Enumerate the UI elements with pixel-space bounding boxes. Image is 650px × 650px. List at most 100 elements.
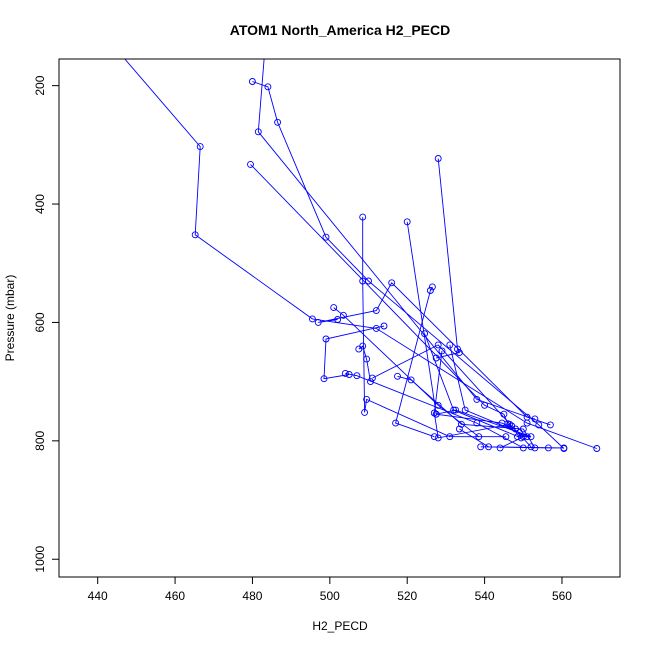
data-point bbox=[191, 231, 199, 239]
data-point bbox=[454, 345, 461, 353]
data-point bbox=[368, 374, 376, 382]
data-point bbox=[330, 304, 338, 312]
chart-title: ATOM1 North_America H2_PECD bbox=[230, 22, 450, 38]
plot-frame bbox=[58, 58, 621, 578]
profile-line bbox=[252, 81, 565, 449]
data-point bbox=[407, 376, 415, 384]
data-point bbox=[363, 395, 371, 403]
x-axis: 440 460 480 500 520 540 560 bbox=[88, 577, 572, 603]
data-point bbox=[473, 395, 481, 403]
profile-line bbox=[250, 164, 524, 438]
x-tick-label: 440 bbox=[88, 589, 108, 603]
data-point bbox=[434, 401, 442, 409]
data-point bbox=[519, 444, 527, 452]
data-point bbox=[421, 330, 429, 338]
profile-line bbox=[345, 372, 524, 449]
data-point bbox=[519, 425, 527, 433]
data-point bbox=[248, 78, 256, 85]
data-point bbox=[473, 419, 481, 427]
x-tick-label: 460 bbox=[165, 589, 185, 603]
data-point bbox=[506, 420, 514, 428]
profile-line bbox=[406, 221, 516, 430]
profile-line bbox=[333, 307, 480, 438]
profile-line bbox=[372, 344, 532, 448]
data-point bbox=[515, 429, 523, 437]
profile-line bbox=[436, 158, 461, 359]
data-point bbox=[388, 279, 396, 287]
data-point bbox=[353, 372, 361, 380]
data-point bbox=[531, 415, 539, 423]
data-point bbox=[403, 218, 411, 226]
profile-lines bbox=[124, 59, 597, 449]
data-point bbox=[434, 341, 442, 349]
data-point bbox=[498, 419, 506, 427]
y-tick-label: 1000 bbox=[33, 546, 47, 573]
data-point bbox=[392, 419, 400, 427]
data-point bbox=[314, 318, 322, 326]
profile-line bbox=[124, 59, 597, 449]
x-tick-label: 540 bbox=[475, 589, 495, 603]
x-tick-label: 500 bbox=[320, 589, 340, 603]
data-point bbox=[430, 433, 438, 441]
x-axis-label: H2_PECD bbox=[312, 619, 368, 633]
data-point bbox=[523, 413, 531, 421]
data-point bbox=[274, 118, 282, 126]
data-point bbox=[496, 444, 504, 452]
data-point bbox=[457, 420, 465, 428]
y-tick-label: 800 bbox=[33, 431, 47, 451]
data-point bbox=[500, 410, 508, 418]
data-point bbox=[450, 406, 458, 414]
data-point bbox=[485, 443, 492, 451]
data-point bbox=[363, 355, 371, 363]
data-point bbox=[430, 409, 438, 417]
data-point bbox=[361, 408, 369, 416]
x-tick-label: 520 bbox=[397, 589, 417, 603]
data-point bbox=[359, 342, 367, 350]
data-point bbox=[308, 315, 316, 323]
x-tick-label: 480 bbox=[242, 589, 262, 603]
data-point bbox=[334, 316, 342, 323]
data-point bbox=[426, 287, 434, 294]
data-point bbox=[446, 433, 454, 441]
data-point bbox=[514, 433, 521, 441]
data-point bbox=[438, 347, 446, 355]
data-point bbox=[428, 283, 436, 291]
data-point bbox=[432, 354, 440, 362]
profile-line bbox=[433, 350, 510, 439]
data-point bbox=[593, 445, 601, 452]
data-point bbox=[461, 406, 469, 414]
data-point bbox=[367, 378, 374, 386]
data-point bbox=[394, 372, 401, 380]
data-point bbox=[434, 155, 442, 162]
data-point bbox=[322, 233, 330, 241]
data-point bbox=[341, 369, 349, 377]
y-tick-label: 600 bbox=[33, 312, 47, 332]
data-point bbox=[196, 143, 204, 151]
data-point bbox=[477, 443, 485, 451]
data-point bbox=[446, 341, 454, 349]
data-point bbox=[502, 433, 510, 441]
data-point bbox=[372, 324, 380, 332]
profile-line bbox=[362, 217, 506, 438]
data-point bbox=[546, 421, 554, 429]
profile-points bbox=[191, 78, 601, 452]
data-point bbox=[372, 307, 380, 315]
data-point bbox=[264, 83, 272, 91]
y-axis: 200 400 600 800 1000 bbox=[33, 75, 59, 573]
profile-line bbox=[323, 325, 385, 380]
data-point bbox=[523, 433, 531, 441]
data-point bbox=[475, 433, 483, 441]
data-point bbox=[527, 433, 535, 441]
data-point bbox=[452, 406, 460, 414]
x-tick-label: 560 bbox=[552, 589, 572, 603]
data-point bbox=[380, 322, 388, 330]
data-point bbox=[359, 277, 367, 285]
data-point bbox=[434, 434, 442, 442]
data-point bbox=[508, 422, 516, 430]
data-point bbox=[527, 443, 535, 451]
data-point bbox=[322, 335, 330, 343]
data-point bbox=[247, 160, 254, 168]
data-point bbox=[455, 349, 463, 357]
data-point bbox=[432, 410, 440, 418]
